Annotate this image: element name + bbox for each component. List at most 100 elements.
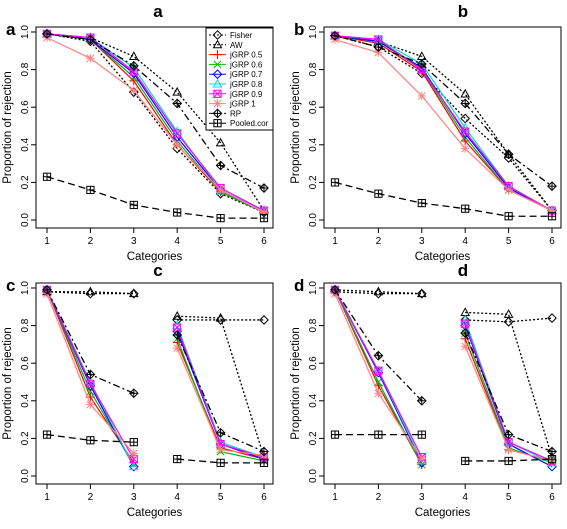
- data-point: [128, 288, 139, 298]
- data-point: [129, 86, 138, 95]
- series-rp: [42, 28, 269, 193]
- data-point: [373, 350, 384, 361]
- y-tick-label: 0.0: [308, 469, 319, 483]
- chart-panel-c: c c 1 2 3 4 5 6 0.0 0.2 0.4 0.6 0.8 1.0 Categories Prop…: [2, 261, 274, 519]
- data-point: [128, 461, 139, 472]
- legend-marker: [213, 60, 222, 69]
- legend-entry: jGRP 0.5: [229, 51, 263, 60]
- series-line: [334, 35, 553, 187]
- panel-corner-letter: b: [294, 20, 304, 39]
- y-tick-label: 1.0: [308, 25, 319, 39]
- legend-entry: Pooled.cor: [230, 119, 269, 128]
- data-point: [461, 319, 470, 328]
- data-point: [504, 456, 513, 466]
- data-point: [416, 288, 427, 298]
- data-point: [460, 328, 471, 339]
- series-line: [46, 176, 264, 219]
- data-point: [128, 461, 139, 471]
- data-point: [417, 454, 426, 464]
- data-point: [373, 365, 384, 375]
- x-tick-label: 3: [419, 492, 425, 503]
- data-point: [216, 185, 225, 195]
- data-point: [173, 140, 182, 149]
- data-point: [216, 458, 225, 467]
- data-point: [86, 379, 95, 388]
- data-point: [547, 181, 557, 192]
- data-point: [129, 200, 138, 210]
- data-point: [128, 288, 139, 299]
- data-point: [503, 149, 514, 160]
- x-tick-label: 5: [506, 236, 512, 247]
- data-point: [85, 286, 96, 296]
- series-line: [334, 35, 553, 212]
- data-point: [416, 288, 427, 299]
- data-point: [461, 144, 470, 153]
- data-point: [173, 208, 182, 217]
- legend-entry: AW: [230, 41, 243, 50]
- x-tick-label: 1: [44, 236, 50, 247]
- series-pooled-cor: [42, 172, 269, 223]
- data-point: [461, 456, 470, 466]
- data-point: [129, 449, 138, 458]
- legend-marker: [213, 119, 222, 128]
- data-point: [461, 204, 470, 213]
- data-point: [215, 312, 226, 322]
- data-point: [216, 214, 225, 223]
- legend-marker: [213, 89, 222, 98]
- series-line: [465, 458, 553, 462]
- y-tick-label: 1.0: [20, 281, 31, 295]
- series-line: [46, 433, 134, 443]
- series-line: [177, 458, 264, 464]
- series-jgrp-0-5: [330, 285, 557, 470]
- series-line: [46, 33, 265, 214]
- data-point: [215, 137, 226, 147]
- data-point: [259, 315, 269, 325]
- y-tick-label: 1.0: [308, 281, 319, 295]
- series-line: [46, 33, 265, 189]
- data-point: [374, 378, 383, 386]
- data-point: [173, 343, 182, 353]
- data-point: [504, 212, 513, 221]
- x-tick-label: 3: [419, 236, 425, 247]
- series-line: [46, 37, 265, 214]
- x-tick-label: 2: [88, 492, 94, 503]
- series-jgrp-0-7: [42, 284, 269, 472]
- x-tick-label: 4: [462, 236, 468, 247]
- data-point: [42, 172, 52, 181]
- data-point: [128, 388, 139, 399]
- series-jgrp-1: [330, 35, 557, 215]
- data-point: [172, 310, 183, 320]
- x-tick-label: 6: [261, 236, 267, 247]
- data-point: [173, 129, 182, 138]
- series-rp: [42, 284, 269, 457]
- data-point: [461, 127, 470, 136]
- data-point: [547, 461, 557, 472]
- legend-marker: [212, 78, 223, 88]
- data-point: [129, 438, 138, 447]
- panel-title: d: [458, 261, 468, 280]
- series-fisher: [330, 286, 557, 327]
- data-point: [373, 365, 384, 375]
- data-point: [259, 214, 269, 223]
- data-point: [503, 316, 514, 327]
- chart-panel-b: b b 1 2 3 4 5 6 0.0 0.2 0.4 0.6 0.8 1.0 Categories Prop…: [290, 2, 562, 263]
- y-tick-label: 1.0: [20, 25, 31, 39]
- legend-marker: [212, 30, 223, 40]
- series-jgrp-0-6: [331, 285, 556, 469]
- x-tick-label: 5: [218, 236, 224, 247]
- data-point: [461, 342, 470, 351]
- data-point: [85, 34, 96, 45]
- y-tick-label: 0.8: [20, 62, 31, 76]
- data-point: [128, 461, 139, 471]
- data-point: [417, 430, 426, 439]
- x-tick-label: 3: [131, 492, 137, 503]
- data-point: [460, 88, 471, 98]
- data-point: [128, 51, 139, 60]
- data-point: [85, 286, 96, 296]
- series-line: [47, 291, 134, 295]
- y-tick-label: 0.6: [20, 100, 31, 114]
- data-point: [215, 137, 226, 147]
- legend-marker: [212, 39, 223, 49]
- legend-marker: [212, 69, 223, 80]
